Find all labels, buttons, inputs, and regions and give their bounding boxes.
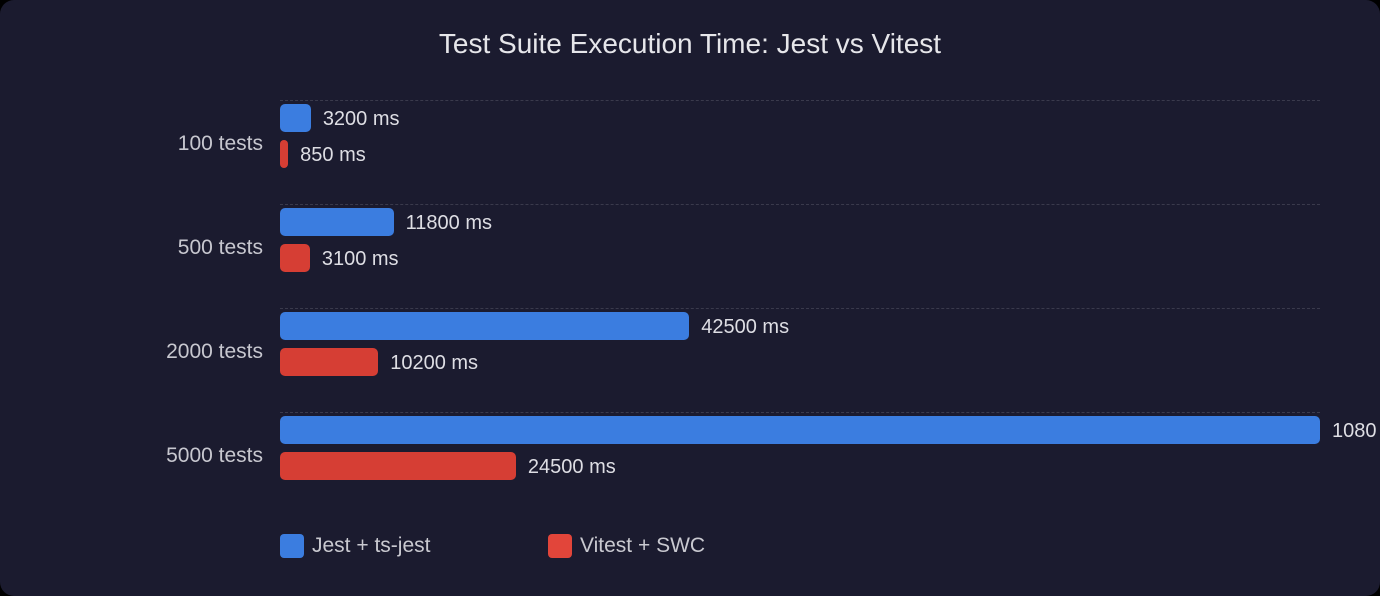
gridline xyxy=(280,412,1320,413)
category-label: 5000 tests xyxy=(166,444,263,467)
gridline xyxy=(280,204,1320,205)
bar-jest[interactable] xyxy=(280,104,311,132)
value-label: 24500 ms xyxy=(527,456,616,478)
value-label: 1080 xyxy=(1332,420,1377,442)
bar-vitest[interactable] xyxy=(280,348,379,376)
category-label: 500 tests xyxy=(177,236,263,259)
chart-title: Test Suite Execution Time: Jest vs Vites… xyxy=(438,28,942,59)
gridline xyxy=(280,100,1320,101)
legend-swatch-vitest xyxy=(548,534,572,558)
value-label: 11800 ms xyxy=(405,212,492,234)
category-label: 100 tests xyxy=(177,132,263,155)
legend-label-jest: Jest + ts-jest xyxy=(312,534,431,557)
bar-jest[interactable] xyxy=(280,208,394,236)
legend-label-vitest: Vitest + SWC xyxy=(580,534,706,557)
value-label: 850 ms xyxy=(300,144,366,166)
category-label: 2000 tests xyxy=(166,340,263,363)
bar-jest[interactable] xyxy=(280,312,690,340)
value-label: 42500 ms xyxy=(701,316,790,338)
bar-vitest[interactable] xyxy=(280,244,310,272)
bar-jest[interactable] xyxy=(280,416,1320,444)
bar-vitest[interactable] xyxy=(280,452,516,480)
gridline xyxy=(280,308,1320,309)
legend-item-vitest[interactable]: Vitest + SWC xyxy=(548,534,705,558)
bar-vitest[interactable] xyxy=(280,140,289,168)
value-label: 3200 ms xyxy=(322,108,400,130)
value-label: 3100 ms xyxy=(321,248,399,270)
legend-item-jest[interactable]: Jest + ts-jest xyxy=(280,534,430,558)
value-label: 10200 ms xyxy=(390,352,479,374)
legend-swatch-jest xyxy=(280,534,304,558)
